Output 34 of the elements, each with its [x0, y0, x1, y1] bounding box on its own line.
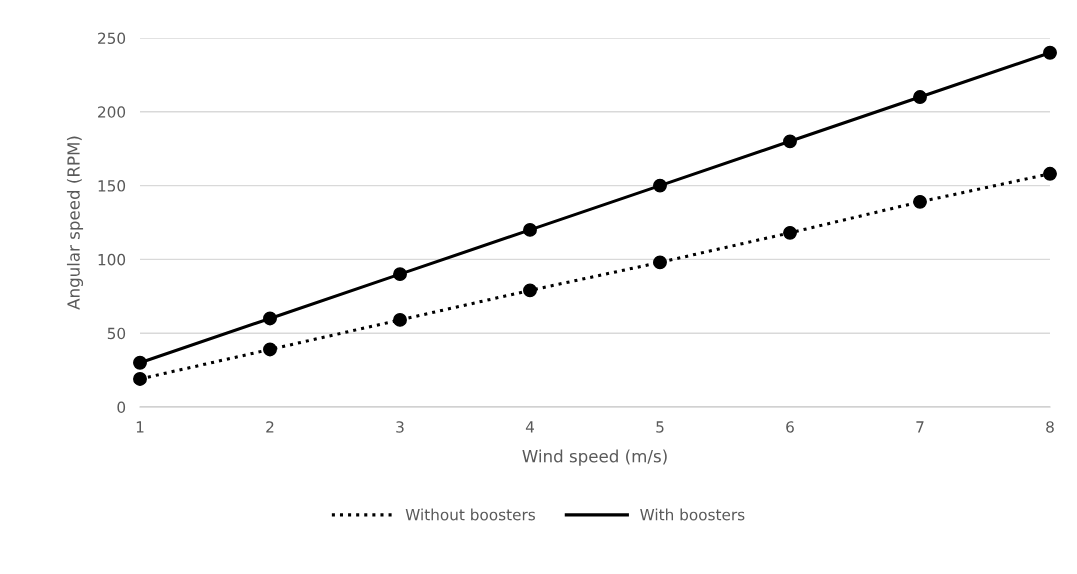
- point: [1043, 45, 1057, 60]
- legend-label: Without boosters: [405, 508, 535, 521]
- y-tick-label: 250: [98, 32, 126, 45]
- point: [783, 225, 797, 240]
- x-tick-label: 5: [656, 421, 664, 433]
- point: [653, 178, 667, 193]
- point: [653, 255, 667, 270]
- legend-label: With boosters: [640, 508, 745, 521]
- point: [913, 194, 927, 209]
- point: [263, 342, 277, 357]
- point: [783, 134, 797, 149]
- x-tick-label: 7: [916, 421, 924, 433]
- x-tick-label: 6: [786, 421, 794, 433]
- x-tick-label: 8: [1046, 421, 1054, 433]
- point: [393, 267, 407, 282]
- point: [1043, 166, 1057, 181]
- x-tick-label: 3: [396, 421, 404, 433]
- x-tick-label: 1: [136, 421, 144, 433]
- point: [913, 90, 927, 104]
- point: [133, 372, 147, 386]
- point: [133, 355, 147, 370]
- y-tick-label: 150: [98, 180, 126, 192]
- y-tick-label: 0: [117, 401, 126, 414]
- point: [263, 311, 277, 326]
- y-axis-title: Angular speed (RPM): [66, 136, 84, 310]
- y-tick-label: 100: [98, 253, 126, 266]
- y-tick-label: 200: [98, 106, 126, 118]
- x-axis-title: Wind speed (m/s): [522, 449, 667, 466]
- x-tick-label: 2: [266, 421, 274, 433]
- x-tick-label: 4: [525, 421, 534, 433]
- point: [523, 222, 537, 237]
- y-tick-label: 50: [107, 327, 126, 340]
- point: [393, 312, 407, 327]
- point: [523, 283, 537, 298]
